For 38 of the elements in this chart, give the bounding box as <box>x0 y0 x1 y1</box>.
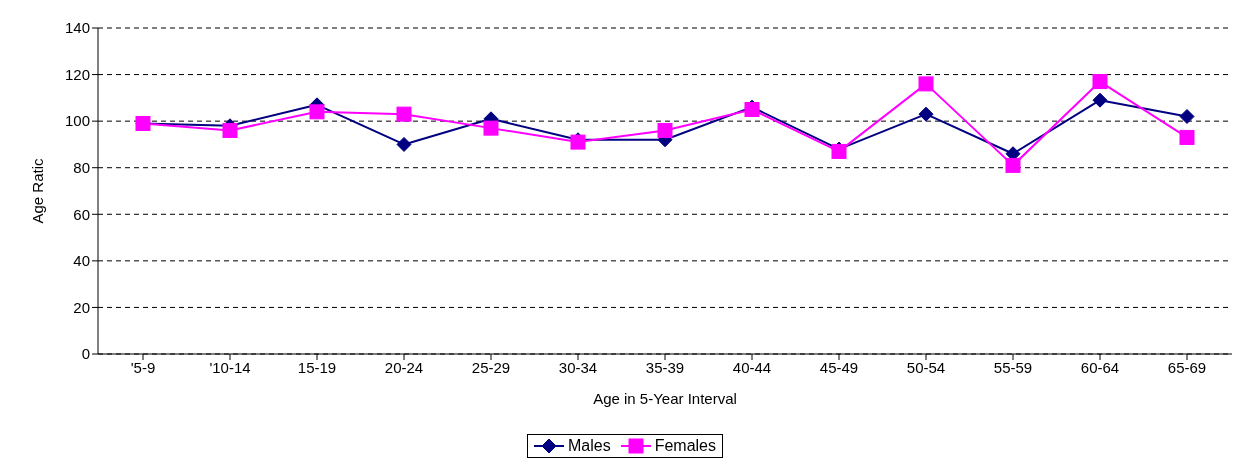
point <box>396 106 412 122</box>
point <box>1092 92 1108 108</box>
y-tick-label: 100 <box>64 112 90 130</box>
x-tick-label: 15-19 <box>297 358 337 376</box>
y-tick-label: 0 <box>81 345 90 363</box>
y-tick-label: 20 <box>73 298 90 316</box>
x-tick-label: 20-24 <box>384 358 424 376</box>
point <box>657 122 673 138</box>
x-tick-label: '5-9 <box>130 358 156 376</box>
x-tick-label: 30-34 <box>558 358 598 376</box>
legend-label: Females <box>653 437 717 455</box>
point <box>1179 108 1195 124</box>
x-tick-label: 25-29 <box>471 358 511 376</box>
x-tick-label: 35-39 <box>645 358 685 376</box>
y-tick-label: 60 <box>73 205 90 223</box>
point <box>1179 129 1195 145</box>
y-tick-label: 40 <box>73 252 90 270</box>
y-tick-label: 140 <box>64 19 90 37</box>
point <box>1092 74 1108 90</box>
x-axis-title: Age in 5-Year Interval <box>593 390 737 407</box>
y-tick-label: 80 <box>73 159 90 177</box>
x-tick-label: 65-69 <box>1167 358 1207 376</box>
point <box>1005 157 1021 173</box>
x-tick-label: 45-49 <box>819 358 859 376</box>
y-axis-title: Age Ratic <box>29 157 47 224</box>
y-tick-label: 120 <box>64 65 90 83</box>
x-tick-label: 55-59 <box>993 358 1033 376</box>
point <box>309 104 325 120</box>
x-tick-label: '10-14 <box>209 358 251 376</box>
point <box>222 122 238 138</box>
x-tick-label: 60-64 <box>1080 358 1120 376</box>
point <box>918 106 934 122</box>
point <box>483 120 499 136</box>
x-tick-label: 50-54 <box>906 358 946 376</box>
legend-label: Males <box>566 437 611 455</box>
point <box>918 76 934 92</box>
x-tick-label: 40-44 <box>732 358 772 376</box>
point <box>396 136 412 152</box>
